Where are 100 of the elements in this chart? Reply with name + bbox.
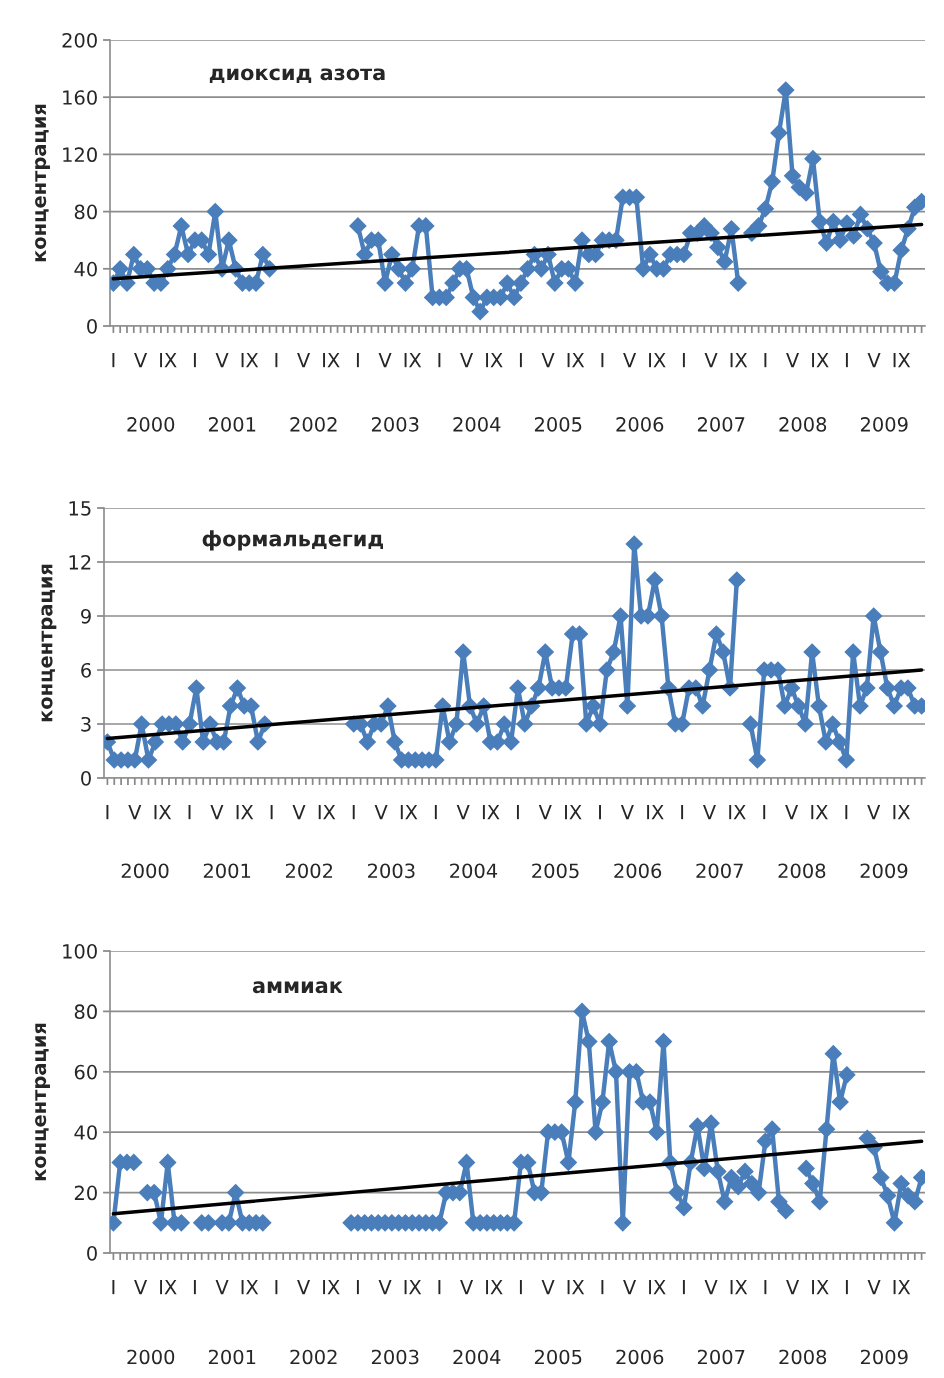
x-tick-label: I	[764, 352, 767, 368]
text: 2006	[614, 863, 662, 879]
text: 2009	[860, 417, 908, 432]
x-tick-label: IX	[241, 1279, 259, 1295]
x-tick-label: I	[601, 1279, 604, 1295]
text: аммиак	[252, 981, 343, 994]
x-tick-label: IX	[567, 1279, 585, 1295]
x-tick-label: I	[601, 352, 604, 368]
x-tick-label: I	[519, 352, 522, 368]
x-tick-label: IX	[482, 804, 500, 820]
x-tick-label: I	[356, 1279, 359, 1295]
x-tick-label: V	[215, 1279, 229, 1295]
text: 2005	[534, 417, 582, 432]
x-tick-label: IX	[154, 804, 172, 820]
x-tick-label: IX	[812, 1279, 829, 1295]
x-tick-label: V	[704, 352, 718, 368]
x-tick-label: IX	[893, 352, 911, 368]
text: формальдегид	[202, 530, 383, 551]
x-tick-label: IX	[404, 1279, 422, 1295]
x-tick-label: IX	[400, 804, 418, 820]
y-tick-label: 6	[81, 662, 91, 678]
x-tick-label: V	[867, 1279, 881, 1295]
x-tick-label: IX	[729, 804, 746, 820]
y-tick-label: 3	[81, 716, 91, 732]
y-tick-label: 80	[74, 1004, 97, 1020]
x-tick-label: I	[682, 1279, 685, 1295]
x-tick-label: I	[764, 1279, 767, 1295]
x-tick-label: V	[867, 804, 881, 820]
text: 2002	[285, 863, 333, 879]
text: 2008	[779, 1349, 827, 1365]
x-tick-label: V	[541, 352, 555, 368]
x-tick-label: IX	[649, 1279, 666, 1295]
x-tick-label: V	[704, 1279, 718, 1295]
x-tick-label: I	[763, 804, 766, 820]
text: 2008	[778, 863, 826, 879]
text: 2003	[371, 1349, 419, 1365]
x-tick-label: IX	[811, 804, 828, 820]
text: 2005	[534, 1349, 582, 1365]
y-tick-label: 40	[74, 1125, 97, 1140]
x-tick-label: IX	[486, 1279, 503, 1295]
x-tick-label: I	[356, 352, 359, 368]
x-tick-label: I	[599, 804, 601, 820]
x-tick-label: V	[215, 352, 229, 368]
x-tick-label: I	[270, 804, 273, 820]
x-tick-label: V	[128, 804, 142, 820]
y-tick-label: 15	[69, 501, 91, 516]
x-tick-label: I	[845, 1279, 848, 1295]
x-tick-label: IX	[893, 1279, 911, 1295]
x-tick-label: V	[378, 352, 392, 368]
x-tick-label: V	[374, 804, 388, 820]
x-tick-label: V	[460, 1279, 474, 1295]
x-tick-label: IX	[649, 352, 666, 368]
x-tick-label: V	[620, 804, 634, 820]
text: 2005	[532, 863, 579, 879]
text: 2003	[368, 863, 415, 879]
x-tick-label: V	[456, 804, 470, 820]
y-tick-label: 120	[63, 147, 97, 163]
text: 2004	[453, 1349, 501, 1365]
x-tick-label: I	[845, 804, 848, 820]
x-tick-label: I	[193, 1279, 196, 1295]
text: 2008	[779, 417, 827, 432]
y-tick-label: 160	[63, 90, 97, 105]
y-tick-label: 0	[87, 1245, 97, 1261]
x-tick-label: I	[438, 1279, 441, 1295]
x-tick-label: IX	[323, 1279, 340, 1295]
x-tick-label: IX	[812, 352, 829, 368]
text: 2001	[208, 417, 256, 432]
y-tick-label: 0	[81, 770, 91, 786]
text: 2003	[371, 417, 419, 432]
x-tick-label: IX	[236, 804, 254, 820]
x-tick-label: IX	[318, 804, 336, 820]
x-tick-label: IX	[404, 352, 422, 368]
x-tick-label: I	[275, 352, 278, 368]
x-tick-label: V	[785, 804, 799, 820]
x-tick-label: IX	[160, 1279, 177, 1295]
x-tick-label: IX	[730, 1279, 748, 1295]
x-tick-label: V	[867, 352, 881, 368]
text: 2007	[697, 417, 745, 432]
x-tick-label: I	[352, 804, 355, 820]
x-tick-label: I	[106, 804, 109, 820]
x-tick-label: V	[538, 804, 552, 820]
x-tick-label: I	[519, 1279, 522, 1295]
x-tick-label: I	[434, 804, 437, 820]
text: диоксид азота	[209, 68, 385, 83]
x-tick-label: V	[297, 352, 311, 368]
x-tick-label: V	[292, 804, 306, 820]
text: 2004	[450, 863, 498, 879]
text: 2001	[208, 1349, 256, 1365]
x-tick-label: IX	[160, 352, 177, 368]
text: 2009	[860, 1349, 908, 1365]
text: 2000	[127, 1349, 175, 1365]
x-tick-label: V	[460, 352, 474, 368]
text: 2002	[290, 417, 337, 432]
x-tick-label: I	[275, 1279, 278, 1295]
text: 2004	[453, 417, 501, 432]
x-tick-label: IX	[730, 352, 748, 368]
y-tick-label: 20	[74, 1185, 97, 1201]
x-tick-label: I	[516, 804, 519, 820]
text: 2009	[860, 863, 908, 879]
x-tick-label: I	[112, 352, 115, 368]
